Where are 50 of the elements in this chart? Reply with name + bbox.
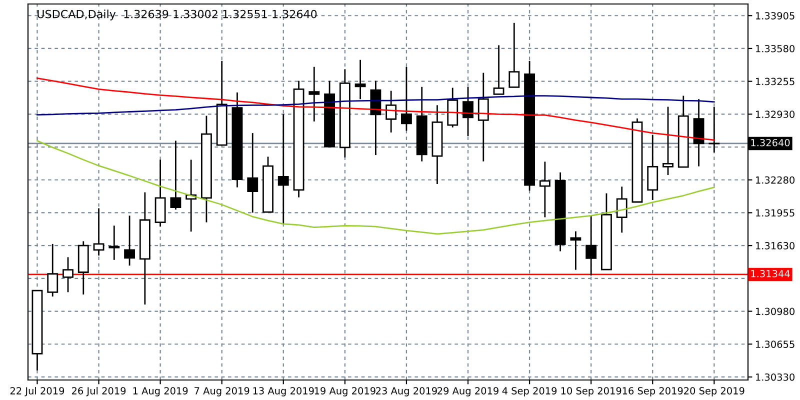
candlestick xyxy=(662,106,674,176)
x-tick-label: 20 Sep 2019 xyxy=(684,387,744,396)
candlestick xyxy=(570,230,582,271)
candlestick xyxy=(478,72,489,162)
x-tick-label: 26 Jul 2019 xyxy=(72,386,126,396)
line-series xyxy=(36,77,715,141)
y-tick-label: 1.30980 xyxy=(756,308,795,316)
ref-line-label: 1.31344 xyxy=(751,270,790,278)
candlestick xyxy=(47,243,58,298)
candlestick xyxy=(124,214,136,266)
candlestick xyxy=(108,224,120,261)
candlestick xyxy=(400,66,412,132)
chart-title: USDCAD,Daily 1.32639 1.33002 1.32551 1.32640 xyxy=(38,10,317,20)
y-tick-label: 1.33905 xyxy=(756,12,794,20)
x-tick-label: 1 Aug 2019 xyxy=(133,387,188,396)
y-tick-label: 1.31630 xyxy=(756,242,795,250)
candlestick xyxy=(616,186,628,234)
y-tick-label: 1.30655 xyxy=(756,340,794,348)
x-tick-label: 23 Aug 2019 xyxy=(376,387,437,396)
candlestick xyxy=(278,113,289,225)
x-tick-label: 16 Sep 2019 xyxy=(622,387,683,396)
candlestick xyxy=(386,90,397,134)
candlestick xyxy=(93,208,104,256)
x-tick-label: 13 Aug 2019 xyxy=(253,387,314,396)
candlestick xyxy=(539,160,550,218)
candlestick xyxy=(354,59,366,100)
x-tick-label: 22 Jul 2019 xyxy=(10,386,64,396)
x-tick-label: 7 Aug 2019 xyxy=(194,387,250,396)
candlestick xyxy=(62,256,74,293)
candlestick xyxy=(708,106,720,154)
y-tick-label: 1.33255 xyxy=(756,78,794,86)
x-tick-label: 19 Aug 2019 xyxy=(314,387,376,396)
y-tick-label: 1.30330 xyxy=(756,373,795,381)
candlestick xyxy=(308,66,320,122)
candlestick xyxy=(170,140,182,210)
y-tick-label: 1.33580 xyxy=(756,44,795,52)
x-tick-label: 10 Sep 2019 xyxy=(561,387,622,396)
candlestick xyxy=(247,132,258,214)
y-tick-label: 1.32930 xyxy=(756,110,795,118)
x-tick-label: 29 Aug 2019 xyxy=(438,387,498,396)
y-tick-label: 1.31955 xyxy=(756,209,794,217)
candlestick xyxy=(462,86,474,137)
candlestick xyxy=(508,22,520,88)
line-series xyxy=(36,140,715,235)
candlestick xyxy=(647,134,658,201)
ref-line-label: 1.32640 xyxy=(751,138,790,146)
y-tick-label: 1.32280 xyxy=(756,176,795,184)
x-tick-label: 4 Sep 2019 xyxy=(502,387,557,396)
candlestick xyxy=(586,214,597,276)
candlestick xyxy=(493,44,504,95)
